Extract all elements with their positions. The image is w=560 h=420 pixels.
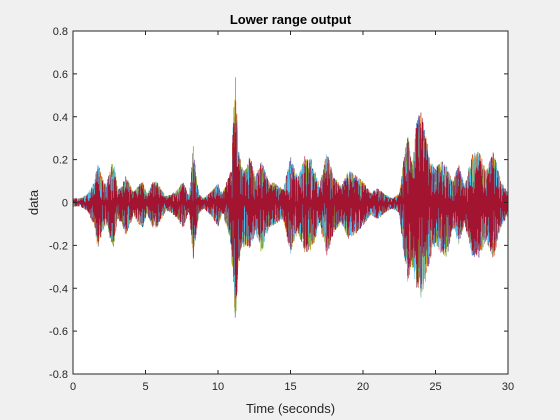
y-tick-label: -0.2 (49, 240, 68, 252)
series-line (73, 100, 508, 299)
x-tick-label: 30 (502, 381, 514, 393)
series-layer (73, 76, 508, 318)
chart-title: Lower range output (230, 12, 352, 27)
y-axis-label: data (26, 189, 41, 215)
x-tick-label: 20 (357, 381, 369, 393)
x-tick-label: 5 (142, 381, 148, 393)
x-tick-label: 25 (429, 381, 441, 393)
y-tick-label: 0 (62, 198, 68, 210)
x-axis-label: Time (seconds) (246, 401, 335, 416)
x-tick-label: 0 (70, 381, 76, 393)
y-tick-label: 0.4 (53, 112, 68, 124)
y-tick-label: -0.8 (49, 369, 68, 381)
y-tick-label: -0.4 (49, 283, 68, 295)
x-tick-label: 15 (284, 381, 296, 393)
y-tick-label: -0.6 (49, 326, 68, 338)
y-tick-label: 0.2 (53, 155, 68, 167)
y-tick-label: 0.8 (53, 26, 68, 38)
ticks-layer: 0 5 10 15 20 25 30 -0.8 -0.6 -0.4 -0.2 0 0.2 0.4 0.6 0.… (49, 26, 514, 393)
y-tick-label: 0.6 (53, 69, 68, 81)
x-tick-label: 10 (212, 381, 224, 393)
